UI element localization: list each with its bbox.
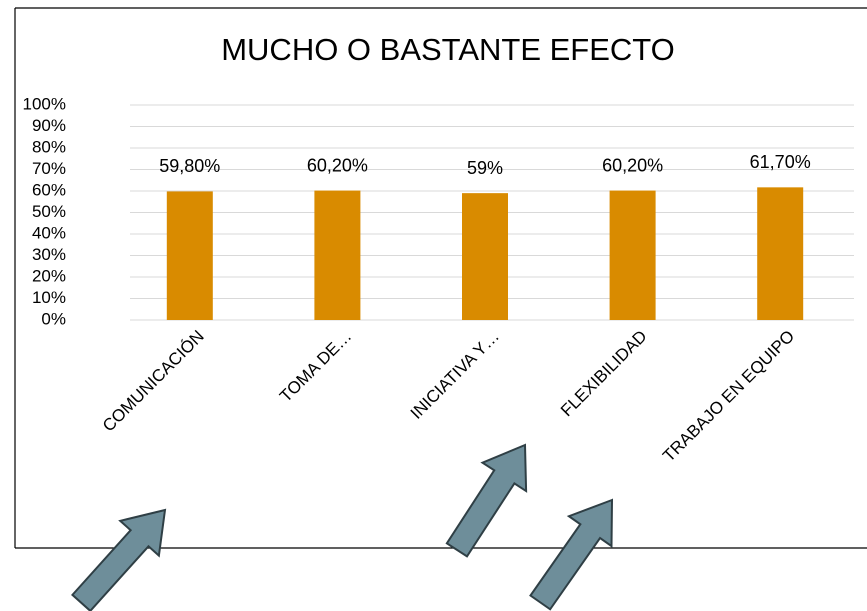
arrow xyxy=(529,498,614,611)
y-tick-label: 50% xyxy=(32,202,66,221)
y-tick-label: 90% xyxy=(32,116,66,135)
arrow-overlay xyxy=(71,443,614,611)
y-tick-label: 20% xyxy=(32,266,66,285)
value-label: 61,70% xyxy=(750,152,811,172)
plot-area: 0% 10% 20% 30% 40% 50% 60% 70% 80% 90% 100% 59,80% C… xyxy=(23,94,854,466)
bar xyxy=(314,190,361,320)
bar xyxy=(166,191,213,320)
y-tick-label: 30% xyxy=(32,245,66,264)
x-tick-label: TRABAJO EN EQUIPO xyxy=(659,327,798,466)
bar xyxy=(462,193,508,320)
arrow xyxy=(71,508,167,611)
chart-title: MUCHO O BASTANTE EFECTO xyxy=(221,32,675,67)
x-tick-label: TOMA DE… xyxy=(276,327,355,406)
x-tick-label: FLEXIBILIDAD xyxy=(557,327,651,421)
arrow xyxy=(445,443,528,558)
x-tick-label: INICIATIVA Y… xyxy=(407,327,503,423)
bar xyxy=(609,190,656,320)
y-tick-label: 40% xyxy=(32,223,66,242)
value-label: 60,20% xyxy=(602,155,663,175)
value-label: 60,20% xyxy=(307,155,368,175)
y-tick-label: 100% xyxy=(23,94,66,113)
y-tick-label: 10% xyxy=(32,288,66,307)
value-label: 59% xyxy=(467,158,503,178)
y-tick-label: 80% xyxy=(32,137,66,156)
value-label: 59,80% xyxy=(159,156,220,176)
y-tick-label: 70% xyxy=(32,159,66,178)
y-tick-label: 0% xyxy=(41,309,66,328)
x-tick-label: COMUNICACIÓN xyxy=(99,327,208,436)
bar xyxy=(757,187,804,320)
y-tick-label: 60% xyxy=(32,180,66,199)
